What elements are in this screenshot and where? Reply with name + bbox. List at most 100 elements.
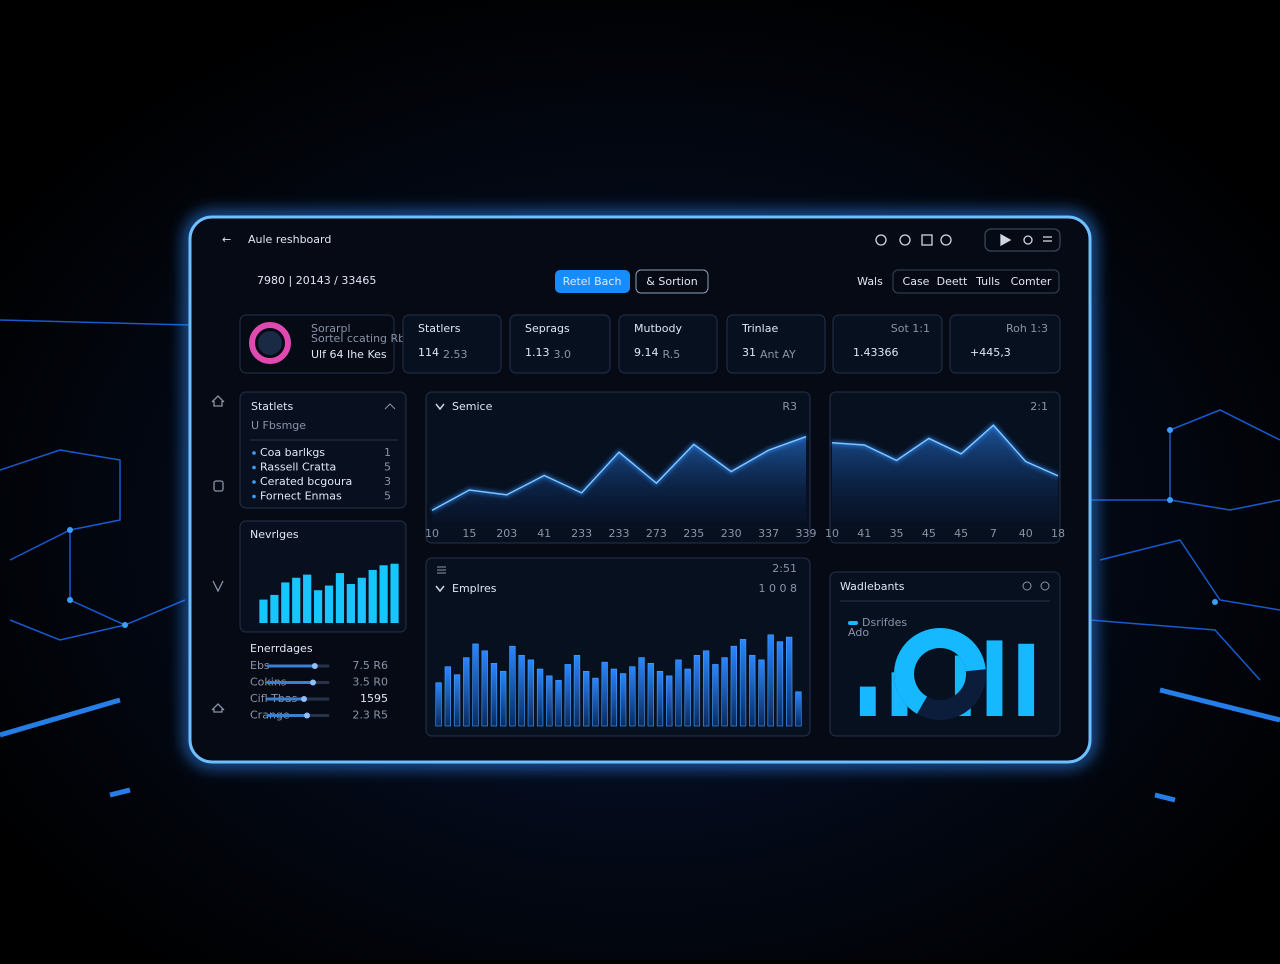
bar: [767, 634, 774, 727]
x-tick-label: 41: [537, 527, 551, 540]
bar: [675, 659, 682, 727]
list-count: 3: [384, 475, 391, 488]
bar: [693, 655, 701, 727]
list-item[interactable]: Cerated bcgoura: [260, 475, 352, 488]
stat-label: Sot 1:1: [891, 322, 930, 335]
x-tick-label: 235: [683, 527, 704, 540]
bar: [730, 645, 737, 727]
bar: [702, 650, 710, 727]
line: [431, 435, 807, 512]
x-tick-label: 203: [496, 527, 517, 540]
collapse-icon[interactable]: [384, 403, 396, 410]
sidebar-icons[interactable]: [211, 395, 225, 713]
bar: [453, 674, 461, 727]
toolbar-label: Wals: [857, 275, 883, 288]
slider-knob[interactable]: [311, 663, 318, 669]
bar: [481, 650, 488, 727]
slider-knob[interactable]: [310, 679, 316, 686]
tab[interactable]: Tulls: [975, 275, 1000, 288]
bar: [555, 680, 562, 727]
tab-group: [892, 269, 1060, 294]
secondary-button-label[interactable]: & Sortion: [646, 275, 697, 288]
bar: [647, 662, 654, 727]
stat-unit: 3.0: [554, 348, 572, 361]
bar: [509, 645, 516, 727]
chart-badge: 2:1: [1030, 400, 1048, 413]
row-value: 3.5 R0: [352, 676, 388, 689]
x-tick-label: 337: [758, 527, 779, 540]
bar: [638, 657, 645, 727]
stat-value: 9.14: [634, 346, 659, 359]
bar: [592, 677, 599, 727]
tab[interactable]: Comter: [1011, 275, 1052, 288]
stat-label: Trinlae: [741, 322, 778, 335]
x-tick-label: 18: [1051, 527, 1065, 540]
back-button[interactable]: ←: [222, 233, 231, 246]
chart-title: Nevrlges: [250, 528, 299, 541]
list-bullet: [252, 465, 256, 470]
menu-icon[interactable]: [437, 566, 446, 574]
stat-unit: 2.53: [443, 348, 468, 361]
bar: [313, 590, 323, 623]
chevron[interactable]: [435, 403, 445, 411]
stat-value: 31: [742, 346, 756, 359]
chart-badge: R3: [782, 400, 797, 413]
bar: [324, 585, 334, 623]
bar: [583, 670, 590, 727]
x-tick-label: 230: [721, 527, 742, 540]
tab[interactable]: Deett: [937, 275, 968, 288]
list-count: 5: [384, 461, 391, 474]
list-item[interactable]: Rassell Cratta: [260, 461, 336, 474]
stat-card: [618, 314, 718, 374]
bar: [390, 563, 399, 623]
x-tick-label: 45: [922, 527, 936, 540]
x-tick-label: 7: [990, 527, 997, 540]
bar: [749, 655, 756, 727]
secondary-button[interactable]: [635, 269, 709, 294]
bar: [758, 659, 765, 727]
bar: [281, 582, 290, 623]
x-tick-label: 233: [609, 527, 630, 540]
bar: [619, 673, 627, 727]
profile-subtitle: Sortel ccating Rbac: [311, 332, 418, 345]
bar: [259, 599, 268, 623]
bar: [739, 639, 747, 727]
stat-unit: R.5: [663, 348, 681, 361]
bar: [518, 655, 525, 727]
x-tick-label: 41: [857, 527, 871, 540]
header-icons: [875, 228, 1061, 252]
stat-label: Statlers: [418, 322, 461, 335]
bar: [712, 664, 719, 727]
list-item[interactable]: Fornect Enmas: [260, 490, 342, 503]
bar: [573, 655, 581, 727]
bar: [610, 668, 618, 727]
chart-title: Wadlebants: [840, 580, 905, 593]
list-bullet: [252, 494, 256, 499]
x-tick-label: 40: [1019, 527, 1033, 540]
stat-value: +445,3: [970, 346, 1011, 359]
primary-button-label[interactable]: Retel Bach: [563, 275, 622, 288]
tab[interactable]: Case: [903, 275, 930, 288]
bar: [444, 666, 451, 727]
bar: [721, 657, 728, 727]
x-tick-label: 273: [646, 527, 667, 540]
bar: [795, 691, 802, 727]
list-item[interactable]: Coa barlkgs: [260, 446, 325, 459]
stat-card: [726, 314, 826, 374]
panel-icons[interactable]: [1022, 581, 1050, 591]
legend-swatch: [848, 621, 858, 625]
primary-button[interactable]: [555, 270, 630, 293]
bar: [292, 577, 301, 623]
bar: [500, 670, 507, 727]
stat-card: [949, 314, 1061, 374]
chevron[interactable]: [435, 585, 445, 593]
bar: [463, 657, 470, 727]
stat-value: 1.13: [525, 346, 550, 359]
x-tick-label: 45: [954, 527, 968, 540]
avatar-ring: [249, 322, 291, 364]
bar: [472, 643, 479, 727]
slider-knob[interactable]: [304, 712, 310, 719]
bar: [666, 675, 673, 727]
page-title: Aule reshboard: [248, 233, 331, 246]
slider-knob[interactable]: [301, 696, 307, 702]
